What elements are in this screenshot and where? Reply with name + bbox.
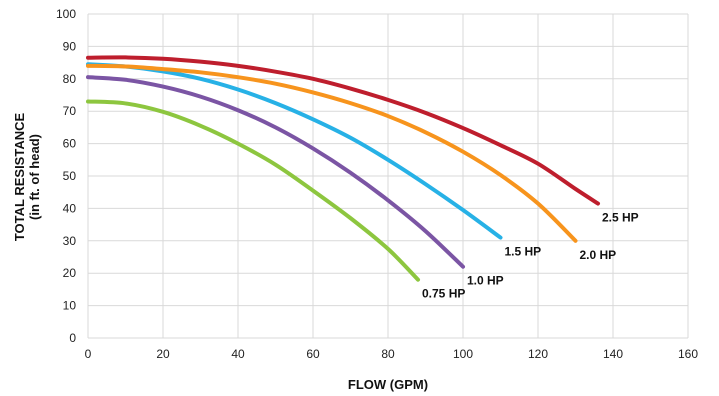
curve-1-0-hp — [86, 75, 465, 269]
y-tick-label: 50 — [63, 169, 77, 183]
y-tick-label: 80 — [63, 72, 77, 86]
curve-2-5-hp — [86, 55, 600, 206]
y-tick-label: 10 — [63, 299, 77, 313]
y-tick-label: 90 — [63, 39, 77, 53]
series-label-1-5-hp: 1.5 HP — [505, 245, 542, 259]
x-tick-label: 160 — [678, 347, 698, 361]
series-label-1-0-hp: 1.0 HP — [467, 274, 504, 288]
x-axis-title: FLOW (GPM) — [348, 377, 428, 392]
y-axis-title-line-2: (in ft. of head) — [27, 134, 42, 220]
y-tick-label: 0 — [69, 331, 76, 345]
y-tick-label: 60 — [63, 137, 77, 151]
x-axis-ticks: 0 20 40 60 80 100 120 140 160 — [85, 347, 699, 361]
series-labels: 0.75 HP1.0 HP 1.5 HP 2.0 HP 2.5 HP — [422, 211, 639, 301]
x-tick-label: 20 — [156, 347, 170, 361]
x-tick-label: 120 — [528, 347, 548, 361]
x-tick-label: 140 — [603, 347, 623, 361]
x-tick-label: 80 — [381, 347, 395, 361]
x-tick-label: 100 — [453, 347, 473, 361]
y-tick-label: 100 — [56, 7, 76, 21]
curve-0-75-hp — [86, 99, 420, 282]
y-tick-label: 30 — [63, 234, 77, 248]
y-axis-title-line-1: TOTAL RESISTANCE — [12, 113, 27, 242]
y-axis-ticks: 0 10 20 30 40 50 60 70 80 90 100 — [56, 7, 76, 345]
performance-curves — [86, 55, 600, 282]
y-tick-label: 40 — [63, 201, 77, 215]
y-tick-label: 20 — [63, 266, 77, 280]
x-tick-label: 40 — [231, 347, 245, 361]
x-tick-label: 60 — [306, 347, 320, 361]
curve-2-0-hp — [86, 63, 578, 243]
series-label-2-0-hp: 2.0 HP — [580, 248, 617, 262]
gridlines — [87, 13, 689, 339]
curve-1-5-hp — [86, 62, 503, 240]
y-tick-label: 70 — [63, 104, 77, 118]
series-label-2-5-hp: 2.5 HP — [602, 211, 639, 225]
y-axis-title: TOTAL RESISTANCE (in ft. of head) — [12, 113, 42, 242]
x-tick-label: 0 — [85, 347, 92, 361]
series-label-0-75-hp: 0.75 HP — [422, 287, 465, 301]
